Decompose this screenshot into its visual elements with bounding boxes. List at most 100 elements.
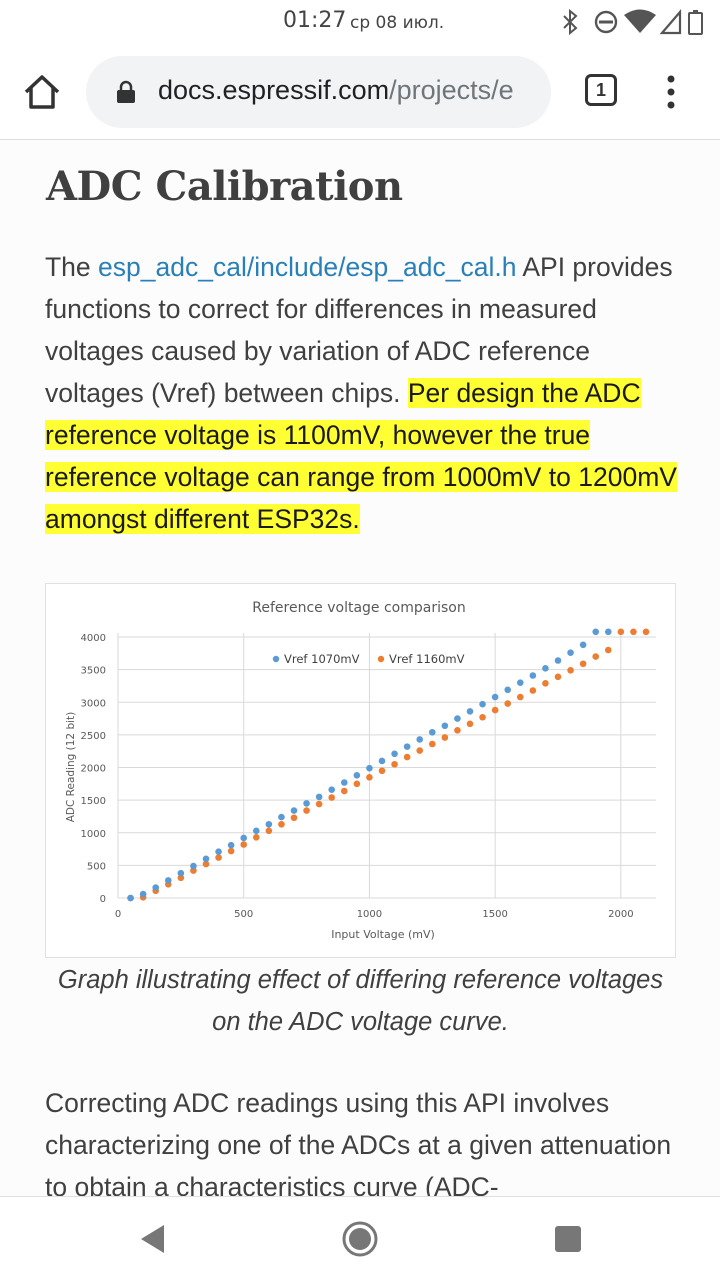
y-tick-label: 1000	[81, 829, 106, 840]
home-icon[interactable]	[22, 72, 62, 112]
y-tick-label: 0	[100, 894, 106, 905]
x-axis-label: Input Voltage (mV)	[331, 928, 435, 941]
data-point	[592, 653, 600, 660]
signal-icon	[659, 9, 682, 35]
data-point	[479, 713, 486, 721]
legend-label: Vref 1070mV	[284, 652, 360, 666]
legend-label: Vref 1160mV	[389, 652, 465, 666]
data-point	[127, 894, 134, 902]
data-point	[177, 869, 185, 877]
data-point	[604, 646, 612, 654]
data-point	[366, 773, 373, 781]
data-point	[227, 841, 235, 849]
data-point	[240, 841, 248, 848]
data-point	[441, 722, 449, 730]
x-tick-label: 0	[115, 909, 121, 920]
data-point	[416, 736, 424, 743]
data-point	[579, 641, 587, 649]
data-point	[579, 660, 587, 668]
data-point	[516, 693, 524, 701]
intro-paragraph: The esp_adc_cal/include/esp_adc_cal.h AP…	[45, 246, 685, 540]
home-nav-icon[interactable]	[342, 1221, 378, 1257]
data-point	[215, 854, 222, 861]
data-point	[265, 827, 273, 835]
y-tick-label: 3500	[81, 666, 106, 677]
page-content[interactable]: ADC Calibration The esp_adc_cal/include/…	[0, 141, 720, 1196]
lock-icon	[117, 80, 135, 103]
data-point	[240, 834, 248, 842]
data-point	[630, 628, 637, 636]
data-point	[529, 672, 537, 679]
data-point	[328, 794, 336, 801]
chart-grid	[117, 633, 656, 899]
data-point	[391, 750, 398, 758]
data-point	[366, 764, 373, 772]
data-point	[202, 855, 210, 863]
data-point	[403, 753, 411, 761]
data-point	[542, 665, 549, 672]
browser-toolbar: docs.espressif.com/projects/e 1	[0, 44, 720, 140]
data-point	[454, 727, 461, 734]
overflow-menu-icon[interactable]	[660, 72, 682, 112]
data-point	[466, 720, 474, 728]
data-point	[202, 860, 210, 868]
data-point	[391, 760, 398, 768]
data-point	[315, 793, 323, 801]
y-tick-label: 4000	[81, 633, 106, 644]
y-axis-ticks: 0 500 1000 1500 2000 2500 3000 3500 4000	[81, 633, 106, 905]
back-icon[interactable]	[138, 1223, 166, 1255]
y-tick-label: 2000	[81, 764, 106, 775]
data-point	[303, 807, 310, 814]
data-point	[403, 743, 411, 750]
data-point	[215, 848, 222, 855]
url-path: /projects/e	[389, 75, 514, 105]
legend-marker	[272, 655, 280, 663]
data-point	[542, 680, 549, 687]
data-point	[290, 807, 298, 814]
x-tick-label: 1500	[482, 909, 507, 920]
data-point	[378, 757, 386, 765]
navigation-bar	[0, 1196, 720, 1280]
data-point	[315, 800, 323, 808]
url-host: docs.espressif.com	[158, 75, 390, 105]
data-point	[252, 834, 260, 841]
status-date: ср 08 июл.	[350, 13, 445, 33]
data-point	[340, 787, 348, 795]
address-bar[interactable]: docs.espressif.com/projects/e	[86, 56, 551, 128]
data-point	[190, 862, 197, 870]
y-axis-label: ADC Reading (12 bit)	[65, 712, 77, 823]
figure-caption: Graph illustrating effect of differing r…	[57, 966, 664, 1036]
chart-points	[127, 628, 650, 902]
y-tick-label: 1500	[81, 796, 106, 807]
data-point	[353, 780, 361, 788]
data-point	[441, 734, 449, 741]
data-point	[604, 628, 612, 636]
x-tick-label: 2000	[608, 909, 633, 920]
data-point	[265, 820, 273, 828]
x-axis-ticks: 0 500 1000 1500 2000	[115, 909, 634, 920]
data-point	[516, 679, 524, 686]
reference-voltage-chart: Reference voltage comparison 0 500 1000 150…	[65, 600, 656, 941]
page-title: ADC Calibration	[46, 163, 403, 210]
data-point	[340, 779, 348, 786]
data-point	[139, 890, 147, 898]
data-point	[290, 814, 298, 822]
data-point	[617, 628, 625, 636]
status-icons	[563, 8, 703, 36]
data-point	[416, 747, 424, 754]
url-text[interactable]: docs.espressif.com/projects/e	[158, 75, 514, 106]
tab-switcher-button[interactable]: 1	[585, 74, 617, 106]
api-header-link[interactable]: esp_adc_cal/include/esp_adc_cal.h	[98, 252, 517, 282]
data-point	[504, 686, 512, 694]
chart-legend: Vref 1070mV Vref 1160mV	[272, 652, 465, 666]
data-point	[554, 673, 562, 681]
y-tick-label: 2500	[81, 731, 106, 742]
recent-apps-icon[interactable]	[555, 1226, 581, 1252]
chart-figure: Reference voltage comparison 0 500 1000 150…	[45, 583, 676, 958]
y-tick-label: 3000	[81, 698, 106, 709]
y-tick-label: 500	[87, 861, 106, 872]
x-tick-label: 500	[234, 909, 253, 920]
data-point	[328, 786, 336, 793]
data-point	[491, 706, 499, 714]
data-point	[479, 700, 486, 708]
